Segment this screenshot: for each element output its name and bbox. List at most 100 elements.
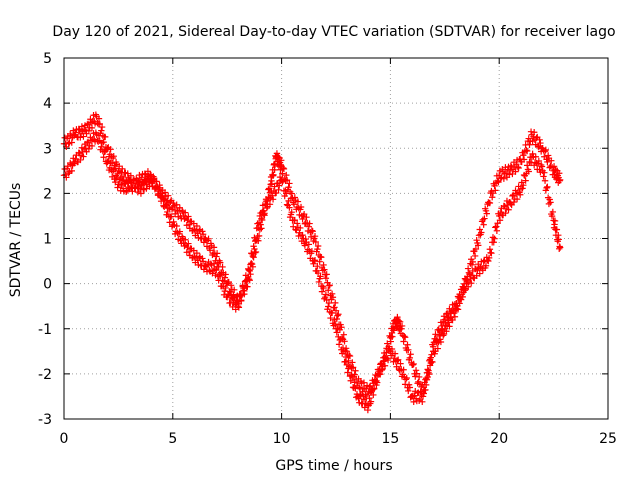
data-point-interp	[230, 286, 238, 294]
data-point-interp	[507, 162, 515, 169]
data-point-interp	[266, 201, 274, 208]
data-point-interp	[322, 275, 330, 282]
data-point-interp	[344, 369, 351, 376]
x-tick-label: 25	[599, 431, 617, 447]
data-point-interp	[185, 213, 192, 220]
data-point-interp	[396, 367, 403, 374]
data-point	[245, 266, 253, 274]
data-point-interp	[255, 219, 263, 226]
data-point-interp	[285, 184, 292, 191]
data-point-interp	[222, 284, 229, 292]
data-point-interp	[286, 180, 293, 187]
data-point-interp	[68, 167, 75, 175]
data-point	[485, 257, 492, 265]
data-point	[213, 253, 220, 260]
data-point-interp	[401, 334, 409, 341]
data-point-interp	[546, 196, 553, 203]
data-point	[311, 257, 318, 265]
data-point-interp	[375, 371, 382, 378]
data-point-interp	[279, 178, 286, 185]
data-point-interp	[332, 299, 339, 307]
data-point-interp	[310, 260, 317, 268]
data-point-interp	[346, 363, 353, 370]
data-point-interp	[391, 350, 399, 357]
data-point-interp	[84, 120, 92, 127]
data-point-interp	[443, 328, 450, 335]
data-point-interp	[509, 191, 517, 199]
data-point-interp	[115, 176, 123, 183]
data-point-interp	[541, 177, 549, 184]
data-point-interp	[360, 379, 368, 386]
data-point-interp	[489, 194, 496, 201]
data-point-interp	[184, 243, 191, 251]
data-point-interp	[492, 187, 499, 194]
data-point-interp	[255, 224, 262, 232]
data-point-interp	[342, 358, 349, 365]
data-point-interp	[525, 168, 532, 175]
data-point-interp	[288, 190, 295, 197]
data-point-interp	[550, 163, 558, 170]
data-point	[82, 145, 89, 152]
y-tick-label: -1	[38, 322, 52, 338]
data-point-interp	[459, 293, 466, 301]
data-point-interp	[164, 192, 172, 199]
data-point-interp	[244, 276, 251, 283]
data-point-interp	[176, 228, 183, 235]
x-axis-label: GPS time / hours	[275, 458, 392, 474]
data-point-interp	[297, 203, 305, 211]
data-point-interp	[249, 252, 257, 260]
data-point-interp	[529, 150, 536, 158]
data-point-interp	[314, 245, 321, 253]
data-point-interp	[164, 204, 172, 212]
data-point-interp	[227, 282, 235, 289]
data-point-interp	[170, 218, 177, 226]
data-point-interp	[461, 287, 469, 294]
data-point-interp	[522, 177, 529, 184]
grid	[63, 57, 609, 420]
data-point-interp	[532, 153, 539, 160]
data-point-interp	[143, 178, 150, 186]
data-point-interp	[482, 262, 490, 269]
data-point-interp	[352, 367, 359, 374]
data-point-interp	[224, 291, 232, 299]
data-point	[332, 307, 340, 314]
data-point-interp	[424, 373, 431, 381]
data-point-interp	[417, 388, 424, 395]
data-point-interp	[446, 323, 453, 330]
data-point-interp	[199, 255, 206, 262]
data-point-interp	[555, 170, 563, 177]
data-point-interp	[314, 242, 322, 250]
data-point-interp	[153, 178, 160, 185]
data-point-interp	[544, 183, 551, 191]
x-tick-label: 20	[490, 431, 508, 447]
data-point-interp	[364, 406, 372, 414]
data-point-interp	[88, 142, 96, 150]
data-point-interp	[301, 242, 309, 249]
data-point-interp	[247, 270, 254, 278]
data-point-interp	[315, 278, 323, 286]
data-point-interp	[475, 242, 482, 249]
data-point-interp	[84, 138, 92, 146]
data-point-interp	[349, 373, 356, 381]
data-point-interp	[237, 297, 245, 305]
y-tick-label: 5	[43, 51, 52, 67]
data-point-interp	[320, 261, 327, 269]
data-point-interp	[506, 171, 513, 178]
data-point-interp	[434, 345, 442, 352]
data-point-interp	[131, 184, 138, 192]
data-point-interp	[323, 271, 330, 278]
data-point-interp	[305, 223, 312, 230]
data-point-interp	[325, 303, 332, 310]
data-point-interp	[481, 215, 488, 222]
data-point-interp	[129, 188, 136, 195]
data-point-interp	[95, 132, 103, 139]
data-point-interp	[225, 278, 232, 286]
data-point-interp	[536, 136, 543, 143]
data-point-interp	[510, 198, 518, 206]
data-point-interp	[199, 231, 207, 238]
y-tick-label: 3	[43, 141, 52, 157]
data-point-interp	[367, 398, 375, 405]
data-point-interp	[263, 204, 271, 212]
data-point-interp	[119, 173, 127, 180]
data-point-interp	[302, 235, 309, 243]
